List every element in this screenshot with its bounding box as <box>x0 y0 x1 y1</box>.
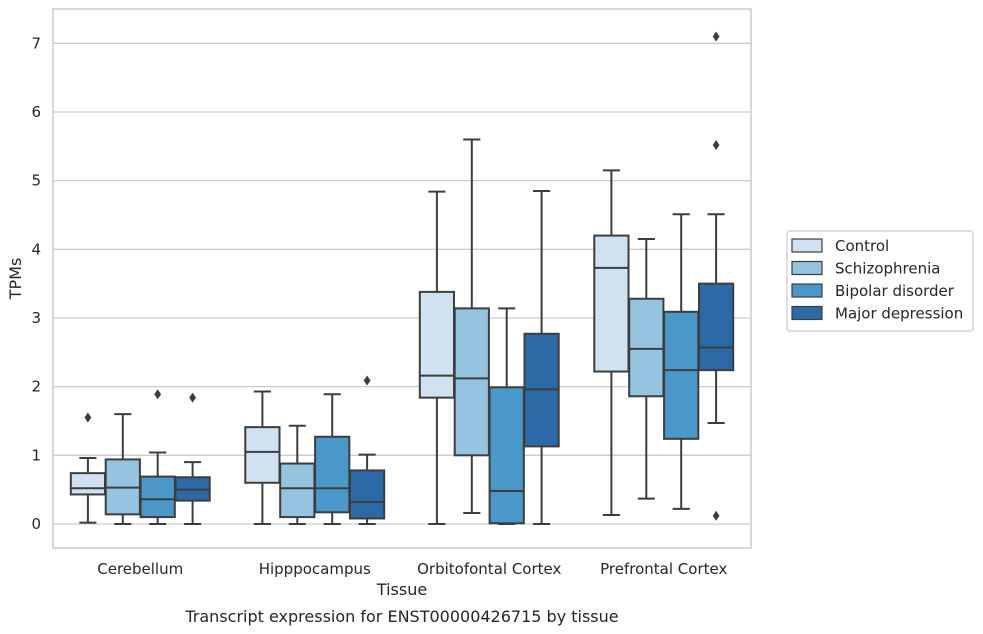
legend-label: Bipolar disorder <box>835 282 955 300</box>
box <box>244 426 281 484</box>
y-tick-label: 4 <box>31 240 41 258</box>
outlier-point <box>712 31 720 42</box>
legend-frame <box>786 230 974 332</box>
x-tick-label: Hipppocampus <box>259 560 371 578</box>
chart-caption: Transcript expression for ENST0000042671… <box>184 607 618 626</box>
legend-label: Schizophrenia <box>835 260 940 278</box>
series-group <box>104 138 665 525</box>
outlier-point <box>712 510 720 521</box>
y-tick-label: 7 <box>31 34 41 52</box>
series-group <box>69 169 630 525</box>
y-tick-label: 0 <box>31 515 41 533</box>
legend-label: Control <box>835 237 889 255</box>
outlier-point <box>154 389 162 400</box>
y-tick-label: 1 <box>31 446 41 464</box>
x-tick-label: Orbitofontal Cortex <box>417 560 561 578</box>
series-group <box>139 213 700 525</box>
box <box>314 435 351 514</box>
x-tick-label: Cerebellum <box>97 560 183 578</box>
legend-label: Major depression <box>835 305 963 323</box>
box <box>697 282 735 372</box>
series-group <box>174 31 735 525</box>
y-axis-label: TPMs <box>6 258 25 301</box>
outlier-point <box>363 375 371 386</box>
box <box>628 297 665 398</box>
outlier-point <box>84 412 92 423</box>
y-tick-label: 5 <box>31 172 41 190</box>
x-tick-label: Prefrontal Cortex <box>600 560 727 578</box>
legend-swatch <box>791 238 823 253</box>
x-axis-ticks: Cerebellum Hipppocampus Orbitofontal Corte… <box>97 560 727 578</box>
y-axis-ticks: 0 1 2 3 4 5 6 7 <box>31 34 41 533</box>
legend-swatch <box>791 260 823 276</box>
legend: Control Schizophrenia Bipolar disorder Majo… <box>786 230 974 332</box>
y-tick-label: 6 <box>31 103 41 121</box>
legend-swatch <box>791 305 823 321</box>
x-axis-label: Tissue <box>376 580 427 599</box>
y-tick-label: 3 <box>31 309 41 327</box>
box <box>348 469 386 520</box>
box <box>418 290 456 399</box>
box <box>593 234 630 373</box>
box <box>139 475 176 519</box>
y-tick-label: 2 <box>31 378 41 396</box>
outlier-point <box>189 392 196 403</box>
box <box>453 307 490 457</box>
box <box>279 462 316 519</box>
grid-lines <box>53 42 751 525</box>
plot-frame <box>52 8 752 549</box>
legend-swatch <box>791 283 823 298</box>
box <box>488 386 525 525</box>
box-series <box>69 31 735 525</box>
box <box>69 472 107 496</box>
box <box>663 310 700 440</box>
outlier-point <box>712 139 720 150</box>
